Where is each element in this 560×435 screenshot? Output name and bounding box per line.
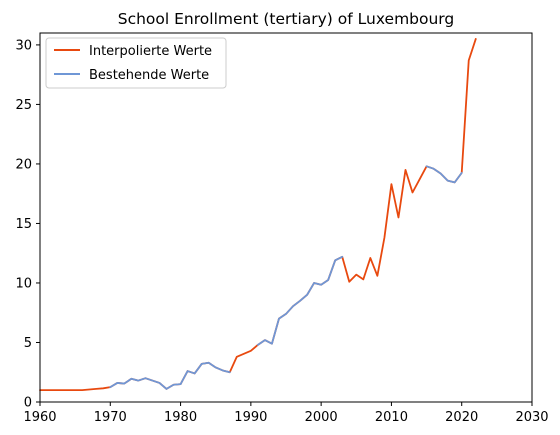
y-tick-label: 5 [24,336,32,351]
x-axis-ticks: 1960 1970 1980 1990 2000 2010 2020 2030 [23,402,549,425]
chart-title: School Enrollment (tertiary) of Luxembou… [118,10,455,28]
series-line-existing [425,165,463,184]
x-tick-label: 2010 [375,410,408,425]
legend: Interpolierte Werte Bestehende Werte [45,37,227,89]
x-tick-label: 1980 [164,410,197,425]
plot-lines [39,38,477,392]
x-tick-label: 2000 [305,410,338,425]
y-axis-ticks: 0 5 10 15 20 25 30 [15,38,40,411]
series-line-existing [109,361,231,390]
legend-label-existing: Bestehende Werte [89,68,209,83]
legend-label-interpolated: Interpolierte Werte [89,44,212,59]
series-line-existing [256,255,344,346]
y-tick-label: 15 [15,217,32,232]
legend-box [45,37,227,89]
y-tick-label: 10 [15,276,32,291]
y-tick-label: 0 [24,396,32,411]
x-tick-label: 1970 [94,410,127,425]
x-tick-label: 1990 [234,410,267,425]
y-tick-label: 20 [15,157,32,172]
x-tick-label: 2030 [515,410,548,425]
y-tick-label: 25 [15,98,32,113]
x-tick-label: 2020 [445,410,478,425]
x-tick-label: 1960 [23,410,56,425]
plot-frame [39,32,533,403]
y-tick-label: 30 [15,38,32,53]
